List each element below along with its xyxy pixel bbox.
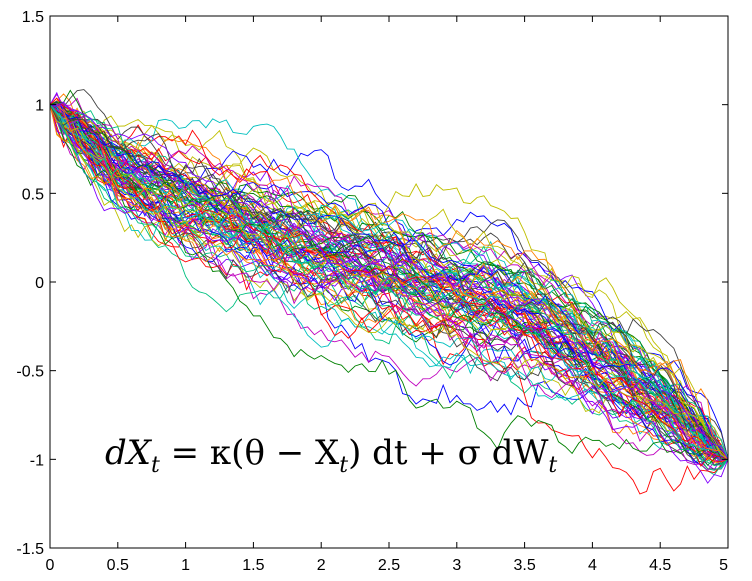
sde-equation: dXt = κ(θ − Xt) dt + σ dWt	[105, 433, 557, 478]
sample-path-line	[49, 104, 729, 460]
x-tick-label: 1.5	[242, 557, 264, 574]
eq-part-3: ) dt + σ dW	[348, 433, 548, 473]
sample-path-line	[49, 104, 729, 460]
sample-path-line	[49, 104, 729, 460]
eq-part-1: dX	[105, 433, 153, 473]
sample-path-line	[49, 104, 729, 460]
x-tick-label: 1	[181, 557, 190, 574]
sample-path-line	[49, 104, 729, 460]
x-tick-label: 3.5	[513, 557, 535, 574]
y-tick-label: 0.5	[22, 186, 44, 203]
x-tick-label: 2	[317, 557, 326, 574]
y-tick-label: 1.5	[22, 9, 44, 26]
sample-path-line	[50, 104, 729, 460]
x-tick-label: 0	[46, 557, 55, 574]
sample-path-line	[49, 104, 729, 460]
sample-path-line	[49, 104, 729, 460]
sample-path-line	[49, 104, 729, 460]
sample-path-line	[49, 104, 729, 467]
y-tick-label: -0.5	[16, 364, 44, 381]
eq-sub-3: t	[548, 453, 557, 478]
sample-path-line	[49, 104, 729, 460]
sample-path-line	[49, 104, 729, 466]
y-tick-label: -1.5	[16, 541, 44, 558]
y-tick-label: 1	[35, 98, 44, 115]
x-tick-label: 4.5	[649, 557, 671, 574]
x-axis: 0 0.5 1 1.5 2 2.5 3 3.5 4 4.5 5	[46, 16, 729, 574]
sample-path-line	[49, 104, 729, 495]
x-tick-label: 5	[719, 557, 728, 574]
sample-path-line	[49, 89, 729, 460]
sample-path-line	[49, 97, 729, 467]
x-tick-label: 3	[452, 557, 461, 574]
sample-path-line	[49, 103, 729, 460]
sample-path-line	[49, 104, 729, 468]
eq-sub-1: t	[151, 453, 160, 478]
sample-path-line	[49, 104, 729, 460]
sample-path-line	[49, 104, 729, 460]
x-tick-label: 4	[588, 557, 597, 574]
sample-path-line	[49, 104, 729, 460]
sample-path-line	[49, 104, 729, 476]
sample-path-line	[49, 104, 729, 460]
sample-path-line	[49, 104, 729, 466]
eq-part-2: = κ(θ − X	[160, 433, 340, 473]
eq-sub-2: t	[339, 453, 348, 478]
sample-path-line	[49, 104, 729, 460]
y-tick-label: 0	[35, 275, 44, 292]
sample-paths	[49, 89, 729, 495]
x-tick-label: 2.5	[378, 557, 400, 574]
sample-path-line	[49, 89, 729, 460]
x-tick-label: 0.5	[107, 557, 129, 574]
y-tick-label: -1	[30, 452, 44, 469]
y-axis: 1.5 1 0.5 0 -0.5 -1 -1.5	[16, 9, 728, 558]
sample-path-line	[49, 101, 729, 460]
